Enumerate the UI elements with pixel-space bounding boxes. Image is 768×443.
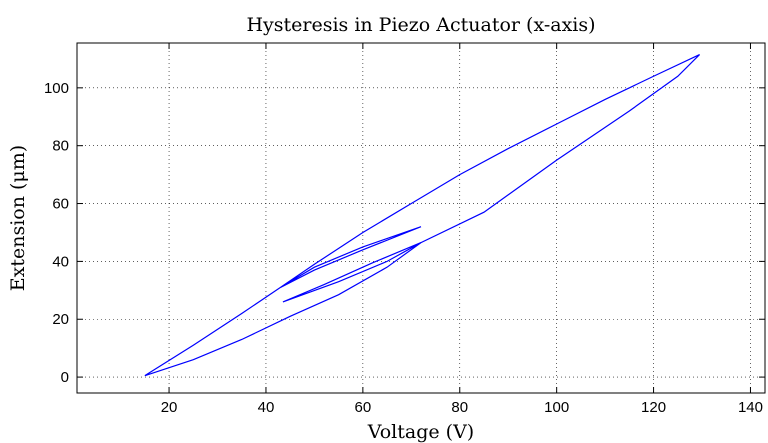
y-axis-label: Extension (μm) [7, 145, 29, 291]
y-tick-label: 0 [61, 369, 69, 386]
x-tick-label: 60 [355, 399, 372, 416]
plot-area [77, 43, 765, 393]
x-tick-label: 40 [258, 399, 275, 416]
x-tick-label: 80 [451, 399, 468, 416]
x-axis-label: Voltage (V) [367, 421, 474, 443]
y-tick-label: 20 [52, 311, 69, 328]
axes-box [76, 42, 766, 394]
x-tick-label: 20 [161, 399, 178, 416]
y-tick-label: 80 [52, 138, 69, 155]
x-tick-label: 120 [641, 399, 666, 416]
x-tick-label: 140 [738, 399, 763, 416]
x-tick-label: 100 [544, 399, 569, 416]
y-tick-label: 60 [52, 196, 69, 213]
data-line [144, 54, 701, 377]
chart-title: Hysteresis in Piezo Actuator (x-axis) [246, 14, 595, 36]
y-tick-label: 100 [44, 80, 69, 97]
y-tick-label: 40 [52, 253, 69, 270]
